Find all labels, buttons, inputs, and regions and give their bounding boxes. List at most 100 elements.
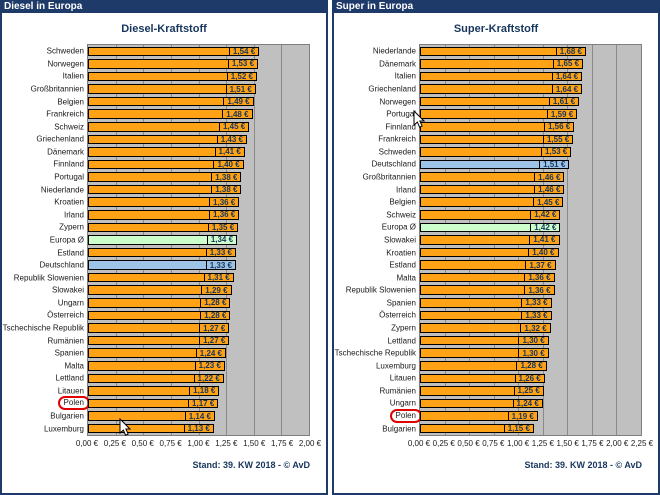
value-label: 1,65 € [552, 59, 584, 69]
bar: 1,33 € [88, 247, 236, 258]
chart-row: Niederlande 1,68 € [373, 45, 641, 58]
highlight-circle: Polen [57, 396, 90, 411]
bar: 1,65 € [420, 59, 584, 69]
diesel-panel: Diesel in Europa Diesel-Kraftstoff Schwe… [0, 0, 328, 495]
value-label: 1,51 € [539, 159, 570, 170]
bar: 1,64 € [420, 71, 583, 82]
diesel-window-titlebar[interactable]: Diesel in Europa [0, 0, 328, 13]
bar: 1,34 € [88, 235, 238, 245]
value-label: 1,49 € [223, 96, 254, 107]
value-label: 1,33 € [521, 298, 552, 308]
chart-row: Bulgarien 1,15 € [382, 422, 641, 435]
super-window-titlebar[interactable]: Super in Europa [332, 0, 660, 13]
gridline [591, 45, 593, 435]
category-label: Deutschland [371, 159, 416, 169]
value-label: 1,34 € [206, 235, 238, 245]
bar: 1,35 € [88, 222, 239, 233]
category-label: Tschechische Republik [334, 348, 416, 358]
axis-tick-label: 1,50 € [556, 439, 579, 448]
value-label: 1,17 € [188, 398, 219, 409]
value-label: 1,53 € [541, 147, 572, 157]
bar: 1,56 € [420, 121, 575, 132]
bar: 1,27 € [88, 323, 230, 333]
category-label: Niederlande [40, 185, 84, 195]
value-label: 1,32 € [520, 323, 551, 333]
chart-row: Portugal 1,59 € [386, 108, 641, 121]
super-chart-body: Super-Kraftstoff Niederlande 1,68 € Dänema… [332, 13, 660, 495]
chart-row: Dänemark 1,65 € [379, 58, 641, 71]
bar: 1,31 € [88, 272, 234, 283]
status-stand-text: Stand: 39. KW 2018 - © AvD [192, 460, 311, 470]
chart-row: Europa Ø 1,42 € [382, 221, 641, 234]
chart-row: Großbritannien 1,46 € [363, 171, 641, 184]
value-label: 1,61 € [548, 96, 580, 107]
value-label: 1,64 € [551, 84, 583, 94]
category-label: Estland [57, 248, 84, 258]
chart-row: Slowakei 1,41 € [384, 234, 641, 247]
bar: 1,48 € [88, 109, 253, 119]
chart-row: Griechenland 1,43 € [36, 133, 309, 146]
bar: 1,38 € [88, 184, 242, 195]
value-label: 1,38 € [211, 184, 242, 195]
bar: 1,36 € [420, 272, 555, 283]
chart-row: Tschechische Republik 1,30 € [335, 347, 641, 360]
bar: 1,49 € [88, 96, 254, 107]
bar: 1,55 € [420, 134, 574, 145]
chart-row: Lettland 1,30 € [388, 334, 641, 347]
bar: 1,53 € [420, 147, 572, 157]
value-label: 1,24 € [195, 348, 227, 358]
value-label: 1,55 € [542, 134, 574, 145]
diesel-bar-chart: Schweden 1,54 € Norwegen 1,53 € Italien 1,52 … [3, 44, 310, 436]
chart-row: Republik Slowenien 1,36 € [346, 284, 641, 297]
chart-row: Österreich 1,33 € [379, 309, 641, 322]
bar: 1,52 € [88, 71, 257, 82]
bar: 1,25 € [420, 386, 544, 396]
axis-tick-label: 0,50 € [457, 439, 480, 448]
category-label: Polen [57, 396, 90, 411]
bar: 1,17 € [88, 398, 219, 409]
chart-row: Spanien 1,33 € [387, 297, 641, 310]
value-label: 1,46 € [534, 172, 565, 182]
category-label: Belgien [57, 97, 84, 107]
chart-row: Slowakei 1,29 € [52, 284, 309, 297]
category-label: Bulgarien [50, 411, 84, 421]
value-label: 1,36 € [524, 285, 555, 296]
chart-row: Deutschland 1,51 € [372, 158, 641, 171]
category-label: Österreich [47, 310, 84, 320]
category-label: Finnland [53, 159, 84, 169]
value-label: 1,33 € [205, 247, 236, 258]
bar: 1,40 € [88, 159, 244, 170]
value-label: 1,30 € [518, 335, 549, 346]
category-label: Republik Slowenien [13, 273, 84, 283]
category-label: Polen [389, 409, 422, 424]
category-label: Slowakei [51, 285, 84, 295]
axis-tick-label: 1,75 € [271, 439, 294, 448]
chart-row: Norwegen 1,53 € [48, 58, 309, 71]
bar: 1,53 € [88, 59, 259, 69]
bar: 1,45 € [88, 121, 250, 132]
gridline [281, 45, 283, 435]
value-label: 1,35 € [207, 222, 239, 233]
category-label: Zypern [59, 222, 84, 232]
bar: 1,22 € [88, 373, 224, 384]
bar: 1,59 € [420, 109, 578, 119]
bar: 1,33 € [88, 260, 236, 270]
bar: 1,46 € [420, 172, 565, 182]
axis-tick-label: 1,50 € [243, 439, 266, 448]
category-label: Litauen [389, 373, 416, 383]
value-label: 1,36 € [209, 197, 240, 208]
category-label: Portugal [54, 172, 84, 182]
bar: 1,24 € [88, 348, 227, 358]
chart-row: Zypern 1,32 € [391, 322, 641, 335]
value-label: 1,53 € [227, 59, 259, 69]
chart-row: Litauen 1,18 € [58, 385, 309, 398]
value-label: 1,36 € [209, 210, 240, 220]
value-label: 1,51 € [225, 84, 256, 94]
chart-row: Portugal 1,38 € [54, 171, 309, 184]
axis-tick-label: 1,25 € [531, 439, 554, 448]
value-label: 1,19 € [507, 411, 538, 421]
category-label: Lettland [55, 373, 84, 383]
value-label: 1,25 € [513, 386, 544, 396]
category-label: Norwegen [47, 59, 84, 69]
chart-row: Niederlande 1,38 € [41, 183, 309, 196]
